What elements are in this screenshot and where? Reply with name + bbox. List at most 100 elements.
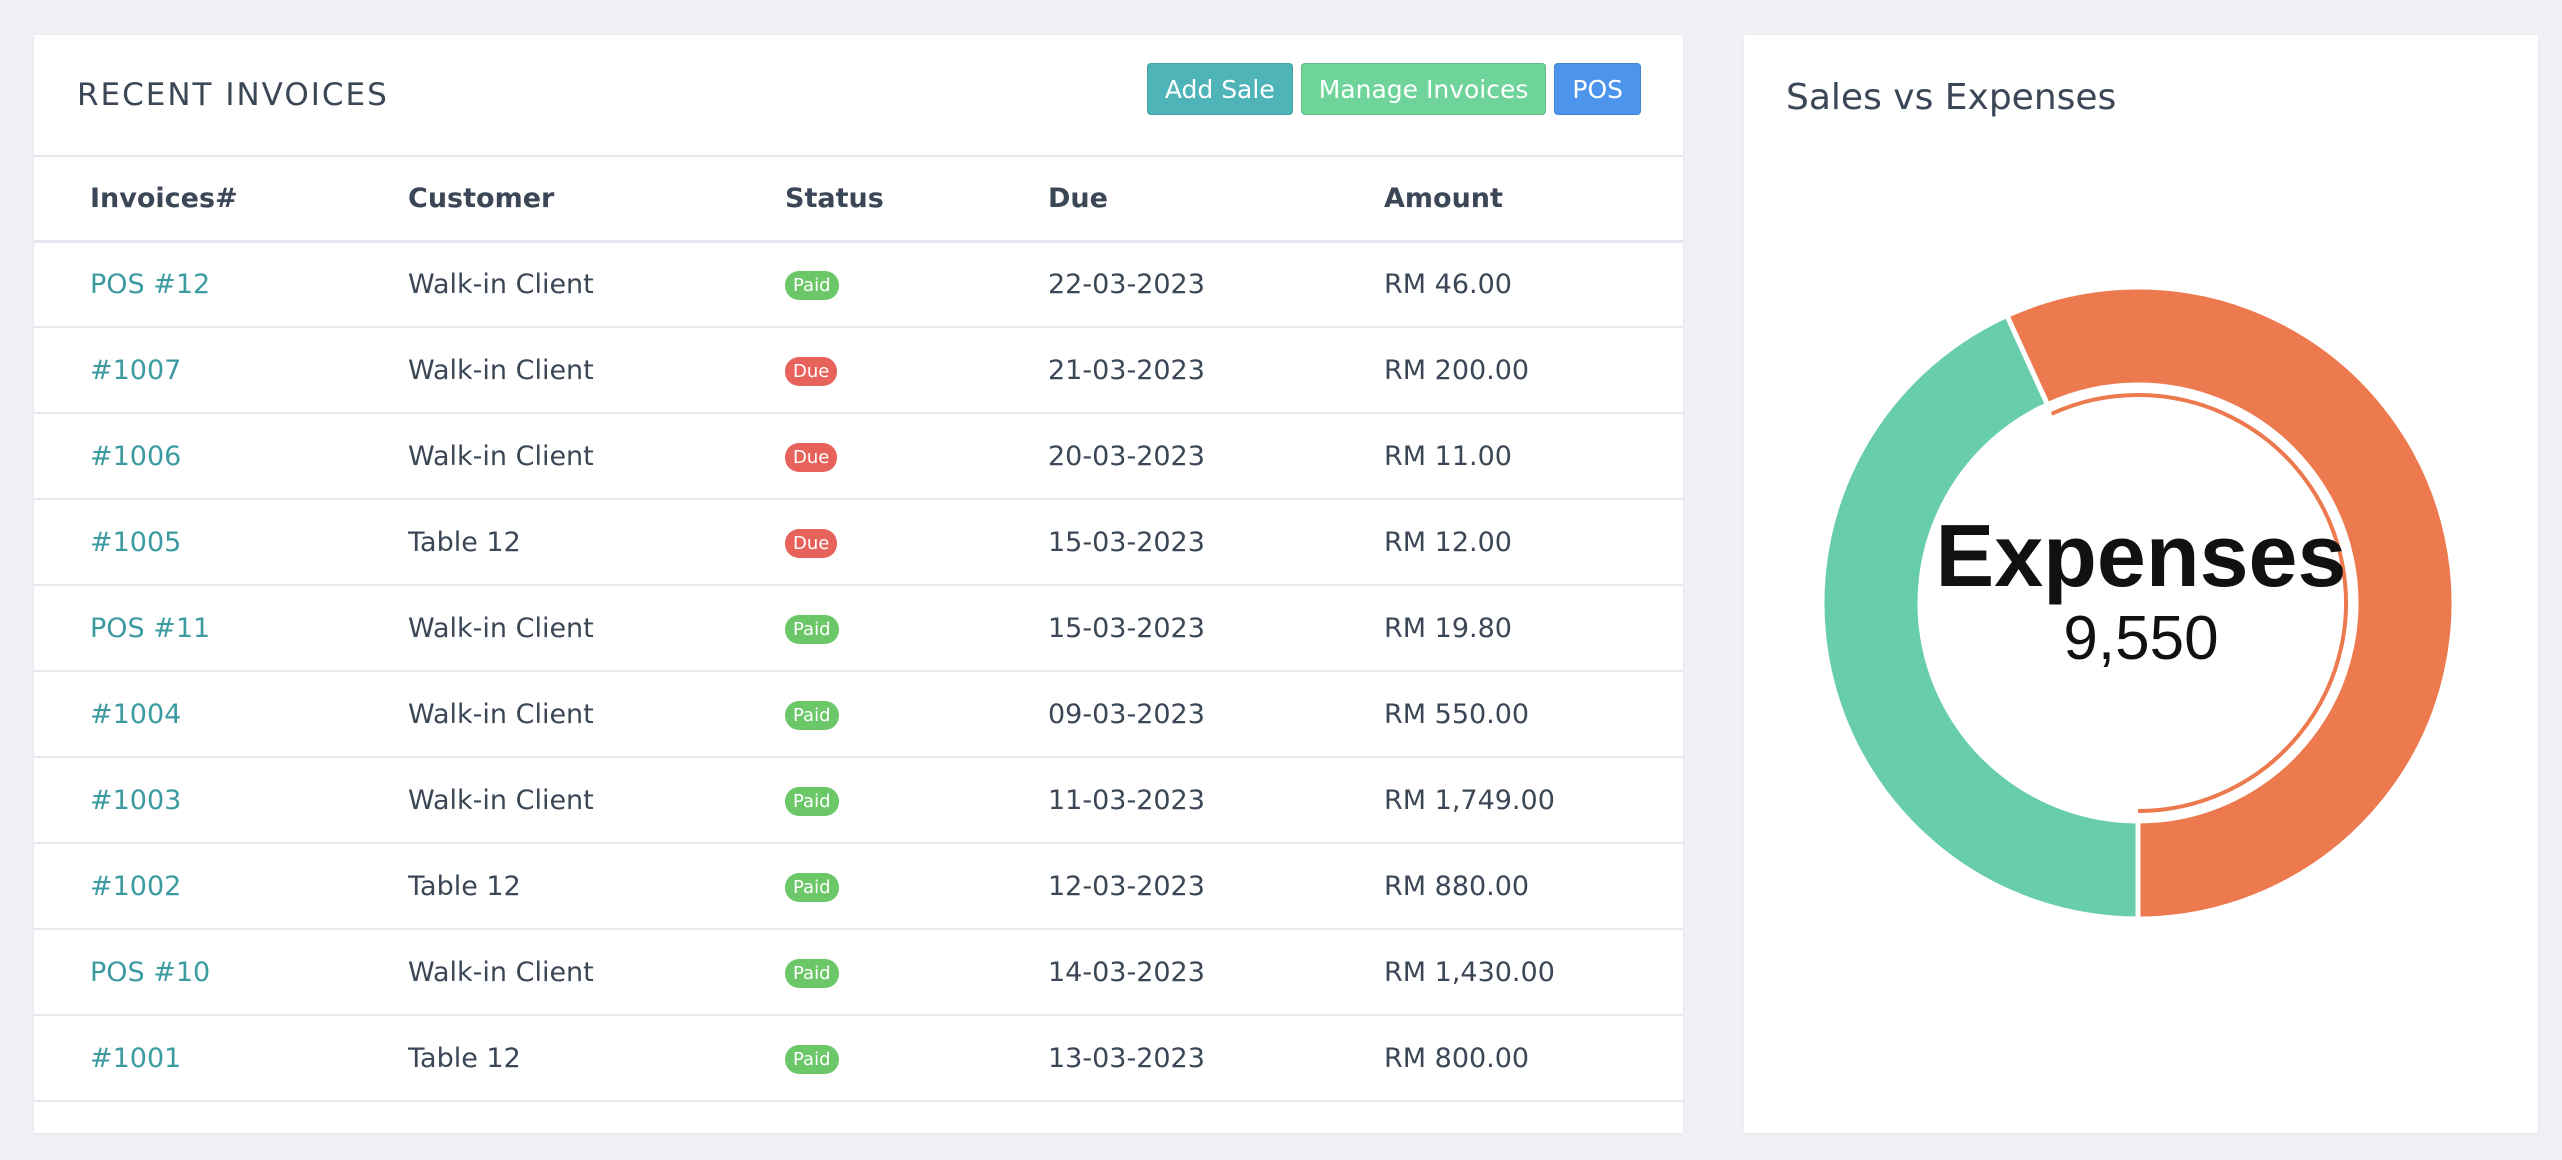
amount-cell: RM 1,430.00 — [1384, 956, 1555, 988]
due-cell: 09-03-2023 — [1048, 698, 1205, 730]
invoice-cell: #1005 — [34, 499, 408, 585]
customer-cell: Walk-in Client — [408, 440, 594, 472]
customer-cell: Walk-in Client — [408, 354, 594, 386]
due-cell: 14-03-2023 — [1048, 956, 1205, 988]
amount-cell: RM 200.00 — [1384, 354, 1530, 386]
due-cell: 22-03-2023 — [1048, 268, 1205, 300]
pos-button[interactable]: POS — [1554, 63, 1641, 115]
amount-cell: RM 46.00 — [1384, 268, 1512, 300]
invoice-link[interactable]: #1006 — [90, 440, 182, 472]
amount-cell: RM 19.80 — [1384, 612, 1512, 644]
invoice-link[interactable]: #1002 — [90, 870, 182, 902]
status-badge: Paid — [785, 270, 839, 300]
invoice-cell: #1006 — [34, 413, 408, 499]
column-header-due: Due — [1048, 182, 1108, 214]
due-cell: 12-03-2023 — [1048, 870, 1205, 902]
status-badge: Paid — [785, 614, 839, 644]
invoice-cell: #1007 — [34, 327, 408, 413]
invoices-card-header: RECENT INVOICES Add Sale Manage Invoices… — [34, 35, 1683, 157]
status-badge: Paid — [785, 1044, 839, 1074]
invoice-cell: #1003 — [34, 757, 408, 843]
column-header-amount: Amount — [1384, 182, 1503, 214]
amount-cell: RM 11.00 — [1384, 440, 1512, 472]
customer-cell: Walk-in Client — [408, 698, 594, 730]
invoices-table: Invoices# Customer Status Due Amount POS… — [34, 157, 1683, 1102]
column-header-customer: Customer — [408, 182, 555, 214]
due-cell: 13-03-2023 — [1048, 1042, 1205, 1074]
invoice-link[interactable]: #1001 — [90, 1042, 182, 1074]
recent-invoices-card: RECENT INVOICES Add Sale Manage Invoices… — [34, 35, 1683, 1133]
amount-cell: RM 880.00 — [1384, 870, 1530, 902]
status-badge: Paid — [785, 786, 839, 816]
sales-slice[interactable] — [1819, 312, 2141, 922]
customer-cell: Table 12 — [408, 1042, 521, 1074]
status-cell: Due — [785, 327, 1048, 413]
table-row: POS #10 Walk-in Client Paid 14-03-2023 RM 1,… — [34, 929, 1683, 1015]
donut-chart — [1819, 284, 2457, 922]
invoice-link[interactable]: #1003 — [90, 784, 182, 816]
invoice-link[interactable]: #1007 — [90, 354, 182, 386]
sales-vs-expenses-card: Sales vs Expenses Expenses 9,550 — [1744, 35, 2538, 1133]
expenses-slice[interactable] — [2003, 284, 2457, 922]
table-row: POS #12 Walk-in Client Paid 22-03-2023 RM 46… — [34, 241, 1683, 327]
due-cell: 21-03-2023 — [1048, 354, 1205, 386]
table-row: #1004 Walk-in Client Paid 09-03-2023 RM 550.… — [34, 671, 1683, 757]
status-badge: Paid — [785, 700, 839, 730]
due-cell: 15-03-2023 — [1048, 526, 1205, 558]
table-row: #1001 Table 12 Paid 13-03-2023 RM 800.00 — [34, 1015, 1683, 1101]
status-badge: Paid — [785, 958, 839, 988]
invoice-link[interactable]: POS #11 — [90, 612, 211, 644]
status-badge: Paid — [785, 872, 839, 902]
add-sale-button[interactable]: Add Sale — [1146, 63, 1293, 115]
donut-center-label: Expenses — [1935, 506, 2347, 605]
status-cell: Paid — [785, 1015, 1048, 1101]
table-row: #1006 Walk-in Client Due 20-03-2023 RM 11.00 — [34, 413, 1683, 499]
table-row: #1007 Walk-in Client Due 21-03-2023 RM 200.0… — [34, 327, 1683, 413]
invoice-link[interactable]: POS #12 — [90, 268, 211, 300]
table-row: #1002 Table 12 Paid 12-03-2023 RM 880.00 — [34, 843, 1683, 929]
status-badge: Due — [785, 528, 838, 558]
status-cell: Due — [785, 499, 1048, 585]
amount-cell: RM 12.00 — [1384, 526, 1512, 558]
column-header-invoice: Invoices# — [90, 182, 238, 214]
invoice-link[interactable]: #1005 — [90, 526, 182, 558]
column-header-status: Status — [785, 182, 884, 214]
status-cell: Due — [785, 413, 1048, 499]
customer-cell: Walk-in Client — [408, 612, 594, 644]
table-row: #1005 Table 12 Due 15-03-2023 RM 12.00 — [34, 499, 1683, 585]
invoice-cell: #1001 — [34, 1015, 408, 1101]
status-cell: Paid — [785, 585, 1048, 671]
customer-cell: Walk-in Client — [408, 268, 594, 300]
invoice-cell: #1002 — [34, 843, 408, 929]
recent-invoices-title: RECENT INVOICES — [77, 77, 389, 113]
invoice-link[interactable]: #1004 — [90, 698, 182, 730]
status-cell: Paid — [785, 671, 1048, 757]
invoice-cell: POS #12 — [34, 241, 408, 327]
header-row: Invoices# Customer Status Due Amount — [34, 157, 1683, 241]
due-cell: 20-03-2023 — [1048, 440, 1205, 472]
due-cell: 15-03-2023 — [1048, 612, 1205, 644]
chart-title: Sales vs Expenses — [1786, 77, 2117, 118]
status-badge: Due — [785, 356, 838, 386]
customer-cell: Table 12 — [408, 526, 521, 558]
status-cell: Paid — [785, 757, 1048, 843]
status-cell: Paid — [785, 241, 1048, 327]
status-badge: Due — [785, 442, 838, 472]
invoice-cell: POS #11 — [34, 585, 408, 671]
manage-invoices-button[interactable]: Manage Invoices — [1300, 63, 1547, 115]
amount-cell: RM 1,749.00 — [1384, 784, 1555, 816]
table-row: #1003 Walk-in Client Paid 11-03-2023 RM 1,74… — [34, 757, 1683, 843]
customer-cell: Walk-in Client — [408, 956, 594, 988]
due-cell: 11-03-2023 — [1048, 784, 1205, 816]
status-cell: Paid — [785, 843, 1048, 929]
invoice-link[interactable]: POS #10 — [90, 956, 211, 988]
customer-cell: Walk-in Client — [408, 784, 594, 816]
donut-center-value: 9,550 — [2063, 604, 2219, 673]
customer-cell: Table 12 — [408, 870, 521, 902]
expenses-highlight-ring — [2050, 393, 2348, 813]
invoice-cell: #1004 — [34, 671, 408, 757]
amount-cell: RM 800.00 — [1384, 1042, 1530, 1074]
invoice-cell: POS #10 — [34, 929, 408, 1015]
status-cell: Paid — [785, 929, 1048, 1015]
invoice-action-buttons: Add Sale Manage Invoices POS — [1146, 63, 1641, 115]
